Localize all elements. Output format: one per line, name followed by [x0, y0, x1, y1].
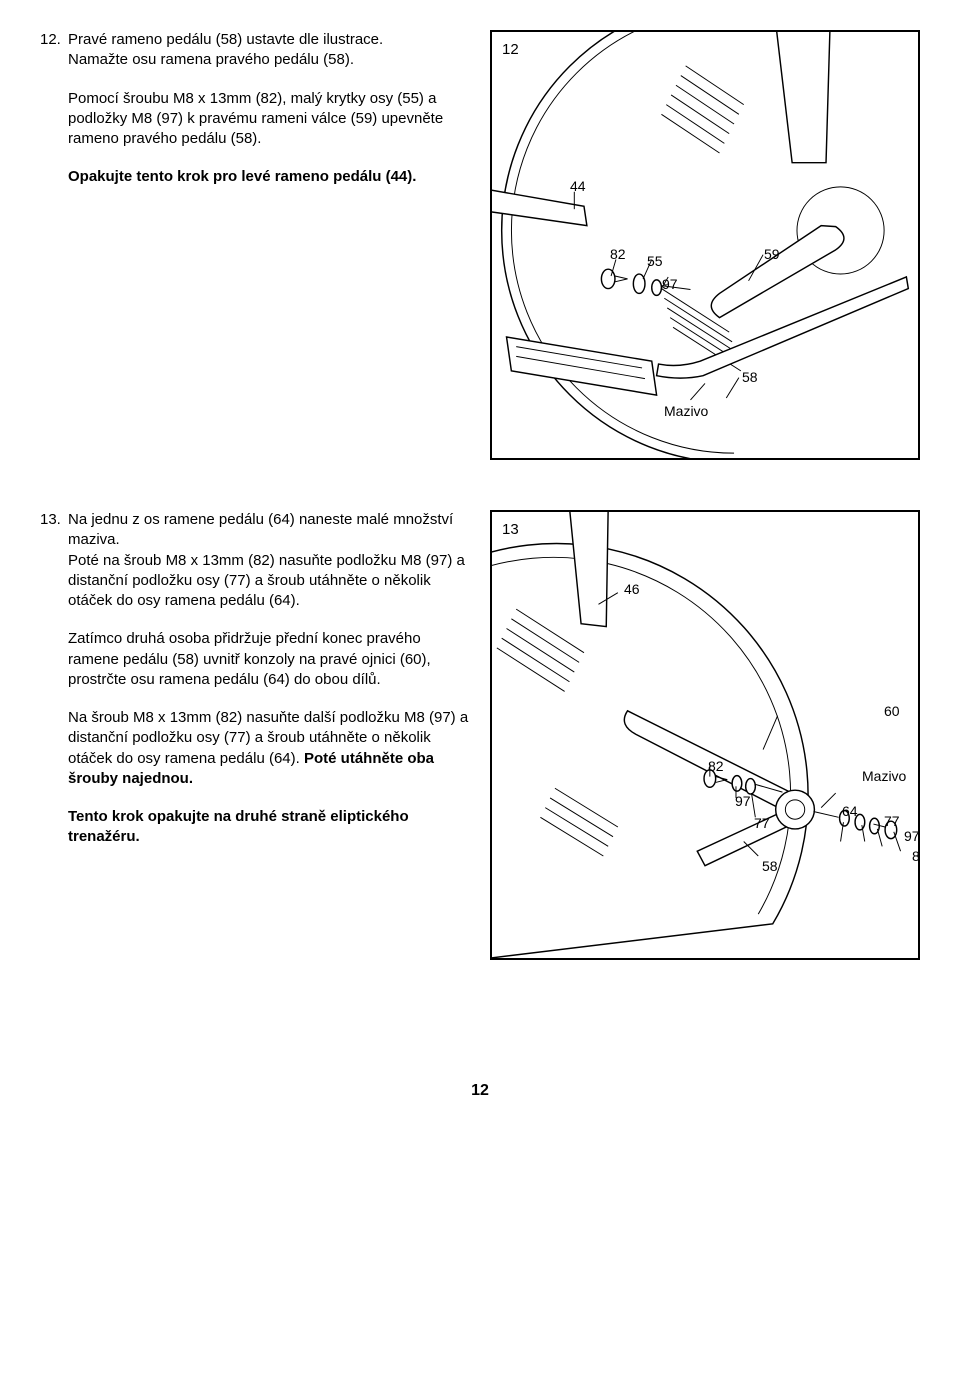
fig13-label-82b: 82	[912, 847, 920, 866]
figure-12-number: 12	[502, 40, 519, 60]
fig12-label-mazivo: Mazivo	[664, 402, 708, 421]
step-12-number: 12.	[40, 30, 68, 50]
fig13-label-77b: 77	[884, 812, 900, 831]
fig13-label-97a: 97	[735, 792, 751, 811]
fig13-label-60: 60	[884, 702, 900, 721]
step-13-p3: Zatímco druhá osoba přidržuje přední kon…	[68, 629, 470, 690]
fig12-label-44: 44	[570, 177, 586, 196]
step-12: 12. Pravé rameno pedálu (58) ustavte dle…	[40, 30, 920, 460]
fig13-label-64: 64	[842, 802, 858, 821]
fig13-label-82a: 82	[708, 757, 724, 776]
figure-13: 13	[490, 510, 920, 960]
step-13-p2: Poté na šroub M8 x 13mm (82) nasuňte pod…	[68, 551, 470, 612]
step-12-text: 12. Pravé rameno pedálu (58) ustavte dle…	[40, 30, 470, 206]
fig13-label-58: 58	[762, 857, 778, 876]
fig13-label-77a: 77	[754, 814, 770, 833]
figure-12: 12	[490, 30, 920, 460]
step-13-number: 13.	[40, 510, 68, 551]
step-12-p3: Pomocí šroubu M8 x 13mm (82), malý krytk…	[68, 89, 470, 150]
step-13-text: 13. Na jednu z os ramene pedálu (64) nan…	[40, 510, 470, 866]
fig12-label-59: 59	[764, 245, 780, 264]
figure-13-svg	[492, 512, 918, 958]
fig12-label-82: 82	[610, 245, 626, 264]
step-13-p5: Tento krok opakujte na druhé straně elip…	[68, 807, 470, 848]
fig13-label-mazivo: Mazivo	[862, 767, 906, 786]
fig12-label-97: 97	[662, 275, 678, 294]
page-number: 12	[40, 1080, 920, 1102]
fig13-label-97b: 97	[904, 827, 920, 846]
step-13-p1: Na jednu z os ramene pedálu (64) naneste…	[68, 510, 470, 551]
step-13-p4: Na šroub M8 x 13mm (82) nasuňte další po…	[68, 708, 470, 789]
step-12-p2: Namažte osu ramena pravého pedálu (58).	[68, 50, 470, 70]
figure-13-number: 13	[502, 520, 519, 540]
step-13: 13. Na jednu z os ramene pedálu (64) nan…	[40, 510, 920, 960]
fig12-label-55: 55	[647, 252, 663, 271]
step-12-p1: Pravé rameno pedálu (58) ustavte dle ilu…	[68, 30, 470, 50]
fig13-label-46: 46	[624, 580, 640, 599]
step-12-p4: Opakujte tento krok pro levé rameno pedá…	[68, 167, 470, 187]
figure-12-svg	[492, 32, 918, 458]
fig12-label-58: 58	[742, 368, 758, 387]
